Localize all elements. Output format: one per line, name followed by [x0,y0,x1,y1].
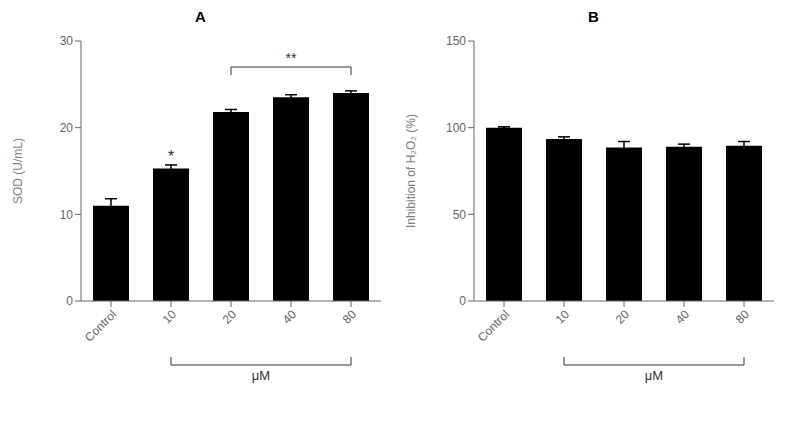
svg-text:10: 10 [160,307,180,327]
svg-text:80: 80 [733,307,753,327]
svg-text:10: 10 [60,208,74,222]
svg-text:100: 100 [446,121,466,135]
svg-text:20: 20 [220,307,240,327]
svg-text:40: 40 [280,307,300,327]
svg-text:**: ** [286,50,297,66]
svg-text:20: 20 [613,307,633,327]
svg-text:Control: Control [475,307,512,344]
svg-text:0: 0 [459,294,466,308]
svg-text:20: 20 [60,121,74,135]
svg-text:μM: μM [645,368,663,383]
svg-text:SOD (U/mL): SOD (U/mL) [11,138,25,204]
svg-text:μM: μM [252,368,270,383]
svg-text:50: 50 [453,208,467,222]
html-text:A: A [195,8,206,25]
svg-text:Control: Control [82,307,119,344]
svg-text:30: 30 [60,34,74,48]
svg-text:10: 10 [553,307,573,327]
svg-text:80: 80 [340,307,360,327]
html-text:B: B [588,8,599,25]
svg-text:0: 0 [66,294,73,308]
svg-text:Inhibition of H₂O₂ (%): Inhibition of H₂O₂ (%) [404,114,418,228]
svg-text:40: 40 [673,307,693,327]
svg-text:150: 150 [446,34,466,48]
svg-text:*: * [168,148,174,165]
